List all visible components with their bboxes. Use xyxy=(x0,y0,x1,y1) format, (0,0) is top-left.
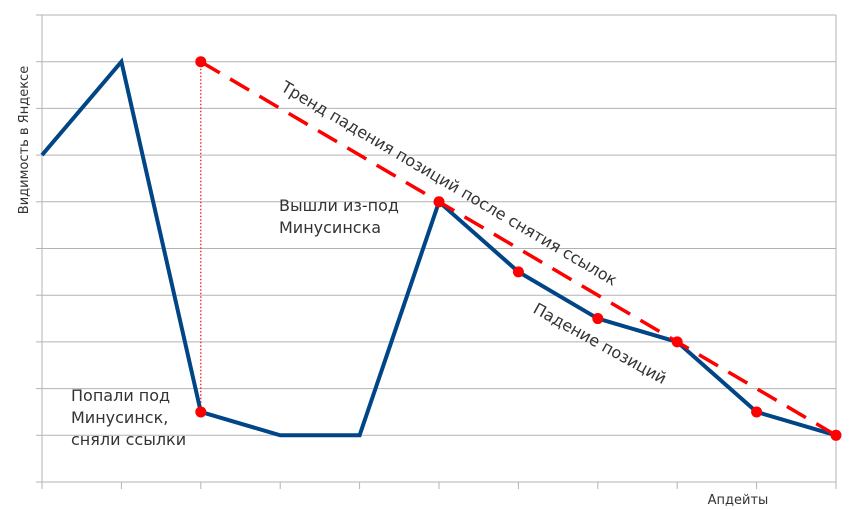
annotation: Попали под Минусинск, сняли ссылки xyxy=(71,386,186,449)
marker xyxy=(830,429,842,441)
marker xyxy=(671,336,683,348)
marker xyxy=(751,406,763,418)
annotation: Вышли из-под Минусинска xyxy=(279,196,399,237)
annotation-line: Попали под xyxy=(71,386,170,405)
annotation: Падение позиций xyxy=(530,299,670,388)
annotation-line: Вышли из-под xyxy=(279,196,399,215)
marker xyxy=(592,313,604,325)
annotation-line: сняли ссылки xyxy=(71,430,186,449)
annotation-line: Минусинск, xyxy=(71,408,168,427)
trend-point xyxy=(195,56,207,68)
marker xyxy=(195,406,207,418)
y-axis-label: Видимость в Яндексе xyxy=(17,66,32,214)
marker xyxy=(433,196,445,208)
x-axis-label: Апдейты xyxy=(708,493,769,508)
marker xyxy=(512,266,524,278)
trend-line xyxy=(199,60,837,437)
annotation-line: Минусинска xyxy=(279,218,381,237)
